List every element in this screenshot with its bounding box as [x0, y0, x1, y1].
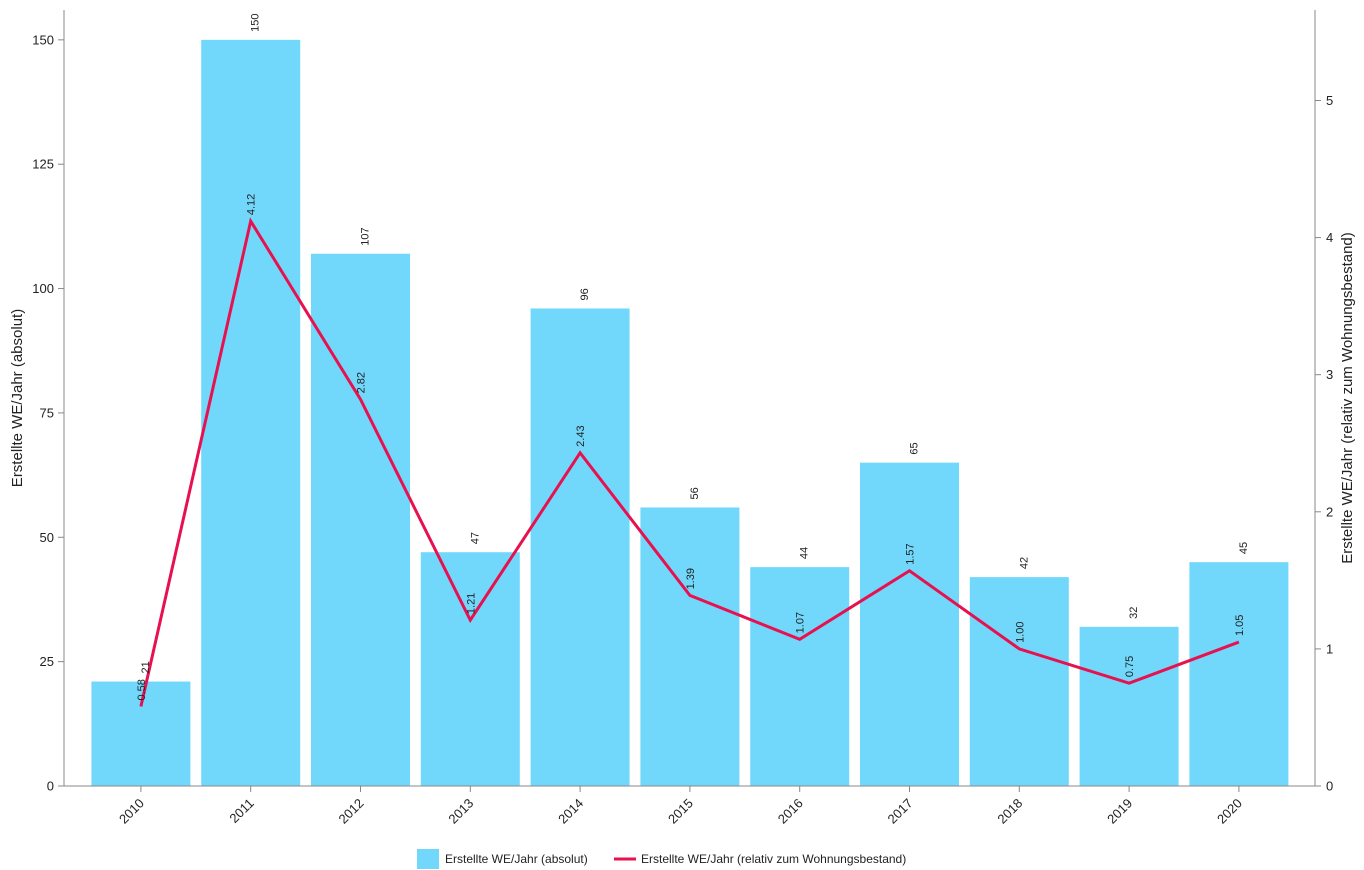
- legend: Erstellte WE/Jahr (absolut) Erstellte WE/…: [417, 849, 906, 869]
- x-tick-label: 2013: [445, 796, 476, 827]
- bar-value-label: 65: [909, 442, 921, 454]
- x-tick-label: 2017: [885, 796, 916, 827]
- line-value-label: 1.07: [795, 612, 807, 633]
- line-value-label: 1.21: [465, 593, 477, 614]
- bar-value-label: 42: [1018, 557, 1030, 569]
- x-tick-label: 2011: [226, 796, 256, 826]
- bar-value-label: 32: [1128, 607, 1140, 619]
- line-value-label: 1.00: [1014, 621, 1026, 642]
- y2-tick-label: 5: [1326, 93, 1333, 108]
- y-axis-title: Erstellte WE/Jahr (absolut): [9, 309, 26, 487]
- data-labels-layer: 21 150 107 47 96 56 44 65 42 32 45 0.58 4.12 2.82 1.21…: [136, 13, 1250, 700]
- y2-tick-label: 1: [1326, 641, 1333, 656]
- bar-2014: [530, 308, 630, 786]
- x-tick-label: 2019: [1104, 796, 1135, 827]
- line-series-relative: [139, 217, 1240, 707]
- bar-2011: [201, 39, 301, 787]
- x-tick-label: 2018: [994, 796, 1025, 827]
- bar-value-label: 45: [1238, 542, 1250, 554]
- y2-tick-label: 3: [1326, 367, 1333, 382]
- y-tick-label: 50: [40, 530, 54, 545]
- line-layer: [139, 217, 1240, 707]
- line-value-label: 0.75: [1124, 656, 1136, 677]
- y-tick-label: 25: [40, 654, 54, 669]
- bar-2016: [750, 567, 850, 786]
- line-value-label: 2.43: [575, 425, 587, 446]
- x-tick-label: 2014: [555, 796, 586, 827]
- y-tick-label: 0: [47, 779, 54, 794]
- bar-2020: [1189, 562, 1289, 786]
- y2-tick-label: 0: [1326, 779, 1333, 794]
- bar-value-label: 47: [469, 532, 481, 544]
- legend-label-line: Erstellte WE/Jahr (relativ zum Wohnungsb…: [641, 852, 906, 866]
- x-tick-label: 2010: [116, 796, 147, 827]
- line-value-label: 2.82: [356, 372, 368, 393]
- x-tick-label: 2015: [665, 796, 696, 827]
- y-tick-label: 100: [32, 281, 54, 296]
- y-tick-label: 75: [40, 405, 54, 420]
- x-tick-label: 2012: [336, 796, 367, 827]
- bar-value-label: 150: [250, 13, 262, 31]
- bar-2010: [91, 681, 191, 786]
- y-tick-label: 150: [32, 32, 54, 47]
- bar-2018: [969, 577, 1069, 786]
- line-value-label: 4.12: [246, 194, 258, 215]
- bar-value-label: 21: [140, 661, 152, 673]
- line-value-label: 1.57: [905, 543, 917, 564]
- y-tick-label: 125: [32, 157, 54, 172]
- bars-layer: [91, 39, 1289, 787]
- x-tick-label: 2016: [775, 796, 806, 827]
- bar-2013: [420, 552, 520, 786]
- line-value-label: 0.58: [136, 679, 148, 700]
- bar-value-label: 44: [799, 547, 811, 559]
- y2-tick-label: 2: [1326, 504, 1333, 519]
- bar-2019: [1079, 626, 1179, 786]
- y2-tick-label: 4: [1326, 230, 1333, 245]
- bar-value-label: 56: [689, 487, 701, 499]
- bar-value-label: 96: [579, 288, 591, 300]
- bar-2012: [311, 253, 410, 787]
- bar-value-label: 107: [360, 227, 372, 245]
- x-tick-label: 2020: [1214, 796, 1245, 827]
- line-value-label: 1.05: [1234, 615, 1246, 636]
- legend-swatch-bar: [417, 849, 439, 869]
- line-value-label: 1.39: [685, 568, 697, 589]
- legend-label-bar: Erstellte WE/Jahr (absolut): [445, 852, 588, 866]
- y2-axis-title: Erstellte WE/Jahr (relativ zum Wohnungsb…: [1339, 232, 1356, 564]
- bar-2017: [860, 462, 959, 786]
